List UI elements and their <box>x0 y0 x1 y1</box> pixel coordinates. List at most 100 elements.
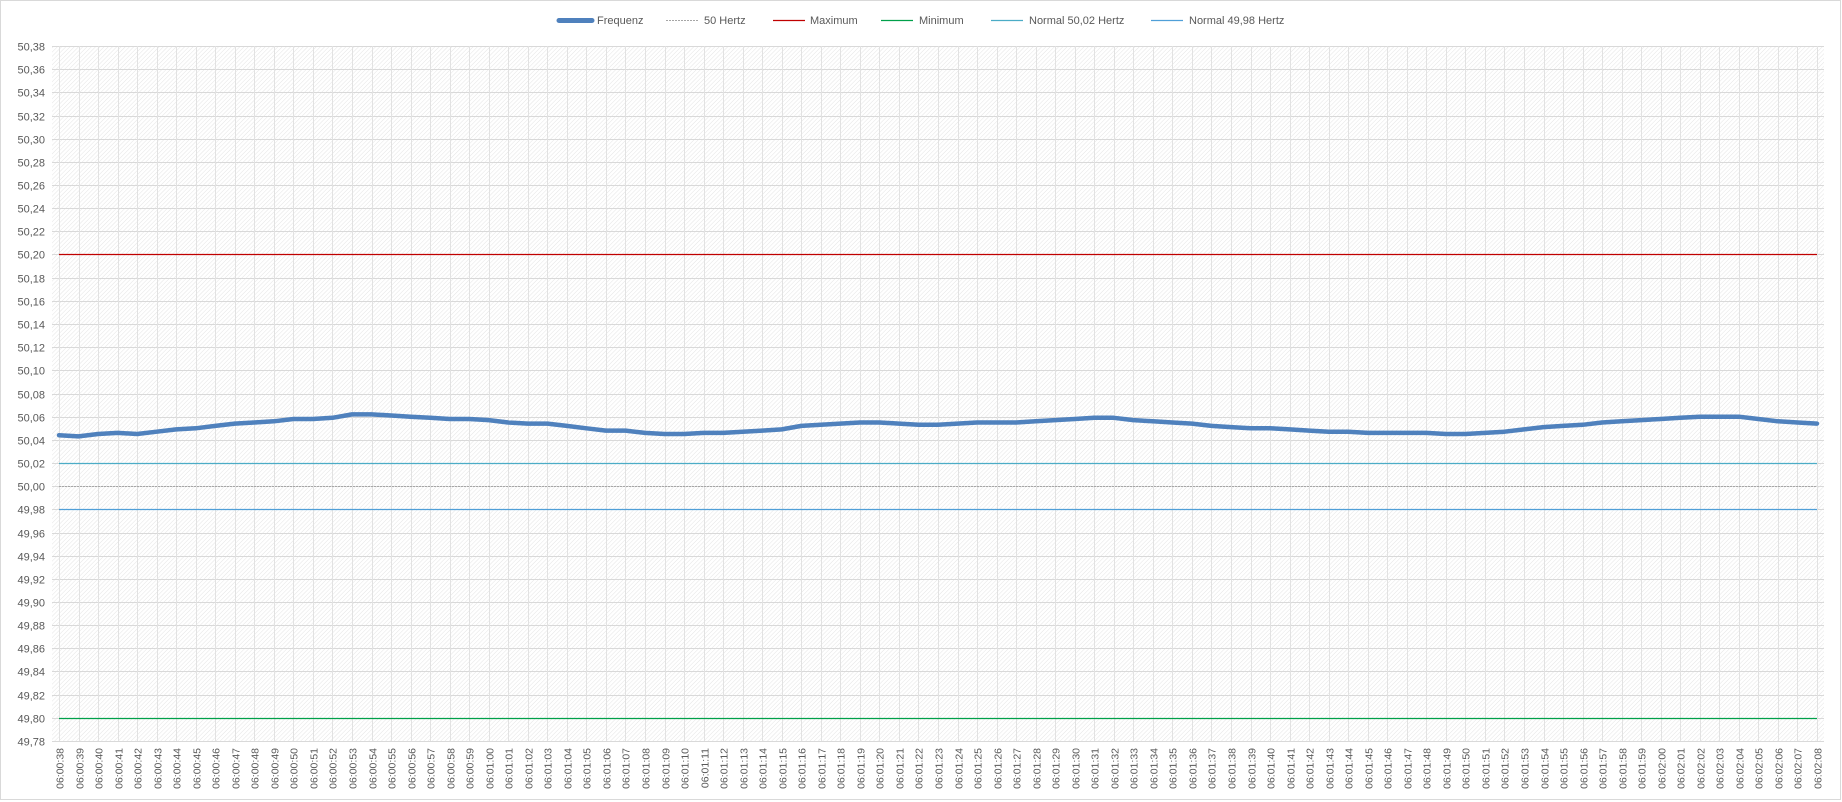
x-tick-label: 06:00:38 <box>55 748 67 789</box>
x-tick-label: 06:01:50 <box>1461 748 1473 789</box>
y-tick-label: 49,78 <box>17 737 45 749</box>
y-tick-label: 50,36 <box>17 65 45 77</box>
y-tick-label: 50,10 <box>17 366 45 378</box>
y-tick-label: 50,34 <box>17 88 45 100</box>
x-tick-label: 06:01:16 <box>797 748 809 789</box>
legend: Frequenz 50 Hertz Maximum Minimum Normal 50,… <box>556 15 1284 27</box>
x-tick-label: 06:01:53 <box>1520 748 1532 789</box>
y-tick-label: 50,30 <box>17 135 45 147</box>
x-tick-label: 06:01:30 <box>1071 748 1083 789</box>
x-tick-label: 06:01:13 <box>739 748 751 789</box>
x-tick-label: 06:01:57 <box>1598 748 1610 789</box>
y-tick-label: 50,00 <box>17 482 45 494</box>
x-tick-label: 06:01:07 <box>621 748 633 789</box>
x-tick-label: 06:01:19 <box>856 748 868 789</box>
x-tick-label: 06:00:43 <box>153 748 165 789</box>
y-tick-label: 50,02 <box>17 459 45 471</box>
x-tick-label: 06:01:41 <box>1286 748 1298 789</box>
x-tick-label: 06:01:46 <box>1383 748 1395 789</box>
x-tick-label: 06:01:27 <box>1012 748 1024 789</box>
legend-label: Frequenz <box>597 15 643 27</box>
y-tick-label: 49,92 <box>17 575 45 587</box>
x-tick-label: 06:00:48 <box>250 748 262 789</box>
x-tick-label: 06:01:47 <box>1403 748 1415 789</box>
x-tick-label: 06:01:21 <box>895 748 907 789</box>
x-tick-label: 06:00:42 <box>133 748 145 789</box>
x-tick-label: 06:00:45 <box>192 748 204 789</box>
y-tick-label: 49,86 <box>17 644 45 656</box>
y-tick-label: 49,98 <box>17 505 45 517</box>
x-tick-label: 06:00:55 <box>387 748 399 789</box>
x-tick-label: 06:01:52 <box>1500 748 1512 789</box>
x-tick-label: 06:01:54 <box>1540 748 1552 789</box>
y-tick-label: 50,24 <box>17 204 45 216</box>
series-line-frequenz <box>56 412 1820 439</box>
y-tick-label: 50,18 <box>17 274 45 286</box>
x-tick-label: 06:01:02 <box>524 748 536 789</box>
y-tick-label: 50,16 <box>17 297 45 309</box>
x-tick-label: 06:01:14 <box>758 748 770 789</box>
x-tick-label: 06:01:26 <box>993 748 1005 789</box>
x-axis-ticks: 06:00:38 06:00:39 06:00:40 06:00:41 06:00:42… <box>55 748 1825 789</box>
x-tick-label: 06:01:36 <box>1188 748 1200 789</box>
x-tick-label: 06:01:08 <box>641 748 653 789</box>
x-tick-label: 06:00:54 <box>368 748 380 789</box>
x-tick-label: 06:00:50 <box>289 748 301 789</box>
x-tick-label: 06:01:42 <box>1305 748 1317 789</box>
x-tick-label: 06:00:47 <box>231 748 243 789</box>
y-tick-label: 50,26 <box>17 181 45 193</box>
x-tick-label: 06:00:40 <box>94 748 106 789</box>
x-tick-label: 06:02:02 <box>1696 748 1708 789</box>
x-tick-label: 06:00:56 <box>407 748 419 789</box>
x-tick-label: 06:02:07 <box>1793 748 1805 789</box>
y-tick-label: 49,88 <box>17 621 45 633</box>
x-tick-label: 06:01:55 <box>1559 748 1571 789</box>
x-tick-label: 06:01:48 <box>1422 748 1434 789</box>
y-tick-label: 49,90 <box>17 598 45 610</box>
y-tick-label: 50,22 <box>17 227 45 239</box>
x-tick-label: 06:01:44 <box>1344 748 1356 789</box>
x-tick-label: 06:02:01 <box>1676 748 1688 789</box>
x-tick-label: 06:01:32 <box>1110 748 1122 789</box>
reference-lines <box>59 253 1817 720</box>
x-tick-label: 06:01:33 <box>1129 748 1141 789</box>
x-tick-label: 06:00:53 <box>348 748 360 789</box>
x-tick-label: 06:01:59 <box>1637 748 1649 789</box>
legend-label: Normal 49,98 Hertz <box>1189 15 1284 27</box>
x-tick-label: 06:00:46 <box>211 748 223 789</box>
x-tick-label: 06:01:38 <box>1227 748 1239 789</box>
x-tick-label: 06:01:56 <box>1579 748 1591 789</box>
x-tick-label: 06:00:58 <box>446 748 458 789</box>
x-tick-label: 06:00:51 <box>309 748 321 789</box>
x-tick-label: 06:01:06 <box>602 748 614 789</box>
x-tick-label: 06:01:29 <box>1051 748 1063 789</box>
x-tick-label: 06:01:35 <box>1168 748 1180 789</box>
x-tick-label: 06:02:03 <box>1715 748 1727 789</box>
x-tick-label: 06:00:59 <box>465 748 477 789</box>
x-tick-label: 06:01:01 <box>504 748 516 789</box>
y-tick-label: 50,28 <box>17 158 45 170</box>
y-tick-label: 50,38 <box>17 42 45 54</box>
x-tick-label: 06:00:39 <box>75 748 87 789</box>
x-tick-label: 06:01:39 <box>1247 748 1259 789</box>
legend-label: Minimum <box>919 15 964 27</box>
x-tick-label: 06:01:24 <box>954 748 966 789</box>
y-tick-label: 50,08 <box>17 390 45 402</box>
x-tick-label: 06:02:08 <box>1813 748 1825 789</box>
y-tick-label: 49,80 <box>17 714 45 726</box>
x-tick-label: 06:01:43 <box>1325 748 1337 789</box>
y-axis-ticks: 49,78 49,80 49,82 49,84 49,86 49,88 49,90 49,92… <box>17 42 45 749</box>
x-tick-label: 06:01:45 <box>1364 748 1376 789</box>
x-tick-label: 06:00:44 <box>172 748 184 789</box>
x-tick-label: 06:01:12 <box>719 748 731 789</box>
x-tick-label: 06:01:34 <box>1149 748 1161 789</box>
legend-label: Normal 50,02 Hertz <box>1029 15 1124 27</box>
x-tick-label: 06:00:57 <box>426 748 438 789</box>
x-tick-label: 06:01:23 <box>934 748 946 789</box>
x-tick-label: 06:01:25 <box>973 748 985 789</box>
series-layer <box>56 412 1820 439</box>
y-tick-label: 50,04 <box>17 436 45 448</box>
y-tick-label: 50,32 <box>17 112 45 124</box>
y-tick-label: 49,84 <box>17 667 45 679</box>
